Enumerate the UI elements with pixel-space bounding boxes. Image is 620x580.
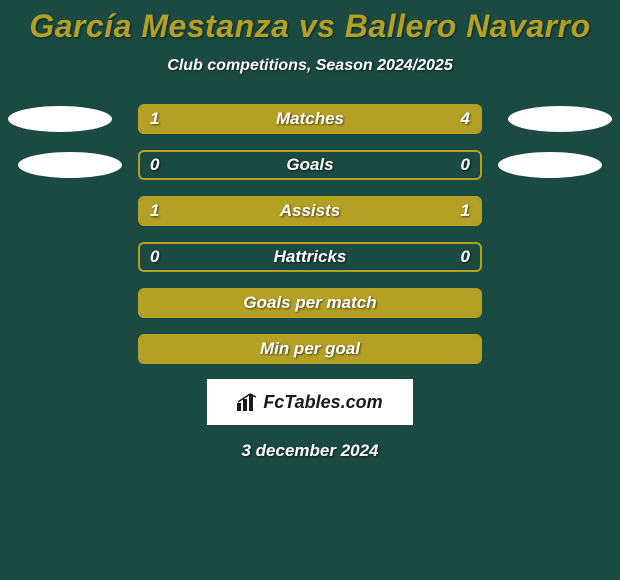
page-title: García Mestanza vs Ballero Navarro	[0, 0, 620, 45]
stat-row: Assists11	[0, 195, 620, 227]
stat-row: Hattricks0 0	[0, 241, 620, 273]
stat-row: Goals0 0	[0, 149, 620, 181]
stat-label: Hattricks	[140, 244, 480, 270]
stat-value-right: 0	[461, 244, 470, 270]
player-ellipse-right	[508, 106, 612, 132]
player-ellipse-left	[18, 152, 122, 178]
stat-bar-track: Hattricks0 0	[138, 242, 482, 272]
stat-bar-fill-left	[140, 198, 310, 224]
logo-label: FcTables.com	[263, 392, 382, 413]
stats-chart: Matches14Goals00Assists11Hattricks00Goal…	[0, 103, 620, 365]
stat-bar-track: Matches14	[138, 104, 482, 134]
stat-bar-fill-left	[140, 336, 480, 362]
source-logo: FcTables.com	[207, 379, 413, 425]
player-ellipse-left	[8, 106, 112, 132]
stat-value-right: 0	[461, 152, 470, 178]
stat-row: Min per goal	[0, 333, 620, 365]
stat-row: Goals per match	[0, 287, 620, 319]
player-ellipse-right	[498, 152, 602, 178]
stat-bar-fill-right	[310, 198, 480, 224]
stat-value-left: 0	[150, 244, 159, 270]
logo-icon	[237, 393, 259, 411]
logo-text: FcTables.com	[237, 392, 382, 413]
stat-bar-track: Min per goal	[138, 334, 482, 364]
stat-label: Goals	[140, 152, 480, 178]
stat-bar-track: Goals0 0	[138, 150, 482, 180]
stat-bar-fill-right	[201, 106, 480, 132]
date: 3 december 2024	[0, 441, 620, 461]
page-subtitle: Club competitions, Season 2024/2025	[0, 57, 620, 75]
stat-bar-track: Goals per match	[138, 288, 482, 318]
stat-bar-fill-left	[140, 106, 201, 132]
stat-bar-track: Assists11	[138, 196, 482, 226]
stat-row: Matches14	[0, 103, 620, 135]
stat-bar-fill-left	[140, 290, 480, 316]
comparison-infographic: García Mestanza vs Ballero Navarro Club …	[0, 0, 620, 580]
stat-value-left: 0	[150, 152, 159, 178]
